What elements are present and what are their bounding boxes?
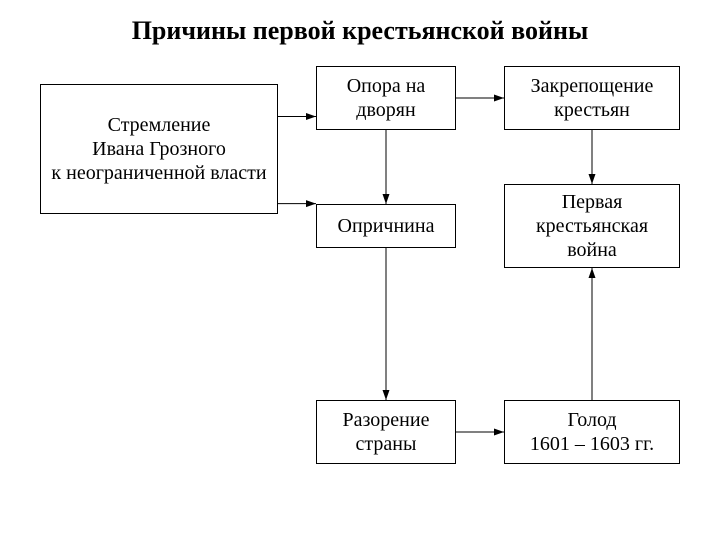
box-opora: Опора надворян bbox=[316, 66, 456, 130]
box-razor: Разорениестраны bbox=[316, 400, 456, 464]
box-zakrep: Закрепощениекрестьян bbox=[504, 66, 680, 130]
box-ivan: СтремлениеИвана Грозногок неограниченной… bbox=[40, 84, 278, 214]
box-oprich: Опричнина bbox=[316, 204, 456, 248]
page-title: Причины первой крестьянской войны bbox=[0, 16, 720, 46]
box-war: Перваякрестьянскаявойна bbox=[504, 184, 680, 268]
box-golod: Голод1601 – 1603 гг. bbox=[504, 400, 680, 464]
